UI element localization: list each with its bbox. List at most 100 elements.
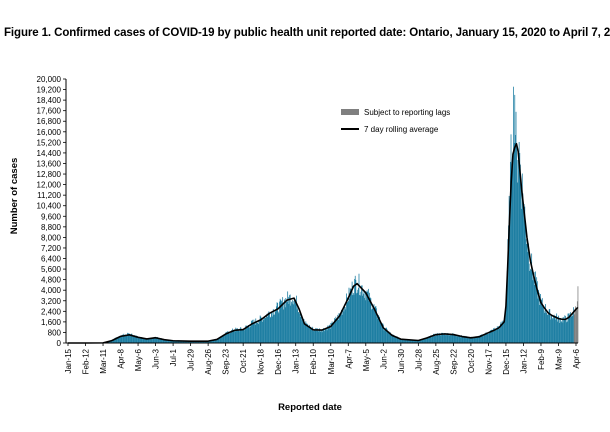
daily-case-bar	[235, 329, 237, 343]
daily-case-bar	[459, 335, 461, 343]
daily-case-bar	[465, 335, 467, 343]
y-axis-label: Number of cases	[9, 158, 20, 235]
daily-case-bar	[477, 336, 479, 343]
daily-case-bar	[299, 313, 300, 343]
daily-case-bar	[344, 307, 346, 343]
daily-case-bar	[446, 335, 447, 343]
daily-case-bar	[191, 341, 193, 343]
daily-case-bar	[342, 309, 344, 343]
daily-case-bar	[112, 340, 113, 343]
daily-case-bar	[301, 320, 303, 343]
daily-case-bar	[551, 314, 553, 343]
daily-case-bar	[400, 339, 402, 343]
daily-case-bar	[533, 275, 534, 343]
daily-case-bar	[256, 322, 258, 343]
daily-case-bar	[504, 316, 506, 343]
daily-case-bar	[512, 160, 514, 343]
daily-case-bar	[116, 337, 118, 343]
daily-case-bar	[137, 337, 139, 343]
daily-case-bar	[519, 152, 521, 343]
daily-case-bar	[219, 337, 220, 343]
daily-case-bar	[496, 326, 498, 343]
daily-case-bar	[387, 332, 389, 343]
daily-case-bar	[252, 319, 254, 343]
daily-case-bar	[162, 339, 164, 343]
daily-case-bar	[501, 320, 503, 343]
daily-case-bar	[242, 328, 244, 343]
y-tick-label: 16,000	[37, 128, 62, 137]
daily-case-bar	[240, 328, 242, 343]
daily-case-bar	[573, 307, 574, 343]
daily-case-bar	[484, 334, 486, 343]
daily-case-bar	[142, 338, 144, 343]
daily-case-bar	[561, 321, 563, 343]
daily-case-bar	[511, 172, 513, 343]
daily-case-bar	[270, 317, 272, 343]
y-tick-label: 11,200	[37, 191, 61, 200]
daily-case-bar	[361, 285, 363, 343]
x-tick-label: Nov-18	[257, 348, 266, 374]
daily-case-bar	[426, 337, 427, 343]
daily-case-bar	[245, 325, 247, 343]
daily-case-bar	[149, 339, 151, 343]
daily-case-bar	[443, 333, 444, 343]
daily-case-bar	[160, 339, 162, 343]
daily-case-bar	[359, 295, 360, 343]
daily-case-bar	[460, 336, 462, 343]
y-tick-label: 4,000	[41, 286, 62, 295]
y-tick-label: 15,200	[37, 138, 62, 147]
daily-case-bar	[441, 332, 442, 343]
daily-case-bar	[369, 292, 371, 343]
daily-case-bar	[499, 328, 501, 343]
daily-case-bar	[316, 330, 318, 343]
daily-case-bar	[365, 300, 367, 343]
daily-case-bar	[371, 309, 373, 343]
daily-case-bar	[123, 333, 125, 343]
daily-case-bar	[485, 332, 487, 343]
daily-case-bar	[276, 302, 278, 343]
x-tick-label: Jan-15	[64, 348, 73, 373]
daily-case-bar	[550, 319, 551, 343]
x-tick-label: Feb-12	[82, 348, 91, 374]
daily-case-bar	[391, 335, 392, 343]
daily-case-bar	[150, 337, 152, 343]
daily-case-bar	[162, 339, 163, 343]
daily-case-bar	[297, 307, 299, 343]
daily-case-bar	[309, 328, 311, 343]
daily-case-bar	[232, 331, 234, 343]
x-tick-label: Jan-12	[519, 348, 528, 373]
daily-case-bar	[161, 339, 163, 343]
y-tick-label: 800	[48, 328, 62, 337]
daily-case-bar	[398, 337, 399, 343]
daily-case-bar	[570, 312, 571, 343]
daily-case-bar	[575, 310, 577, 343]
daily-case-bar	[458, 335, 459, 343]
daily-case-bar	[198, 341, 200, 343]
daily-case-bar	[212, 339, 213, 343]
daily-case-bar	[227, 331, 229, 343]
daily-case-bar	[492, 331, 494, 343]
daily-case-bar	[506, 271, 508, 343]
daily-case-bar	[452, 333, 454, 343]
daily-case-bar	[272, 308, 274, 343]
daily-case-bar	[356, 292, 358, 343]
daily-case-bar	[341, 314, 343, 343]
daily-case-bar	[263, 320, 265, 343]
daily-case-bar	[136, 337, 138, 343]
daily-case-bar	[496, 330, 498, 343]
daily-case-bar	[458, 336, 460, 343]
daily-case-bar	[381, 324, 382, 343]
daily-case-bar	[521, 208, 523, 343]
daily-case-bar	[376, 316, 378, 343]
daily-case-bar	[424, 338, 426, 343]
daily-case-bar	[171, 340, 173, 343]
daily-case-bar	[478, 337, 479, 343]
daily-case-bar	[459, 337, 461, 343]
daily-case-bar	[132, 335, 133, 343]
daily-case-bar	[482, 334, 484, 343]
daily-case-bar	[333, 322, 335, 343]
daily-case-bar	[489, 331, 491, 343]
daily-case-bar	[437, 332, 439, 343]
daily-case-bar	[159, 338, 160, 343]
